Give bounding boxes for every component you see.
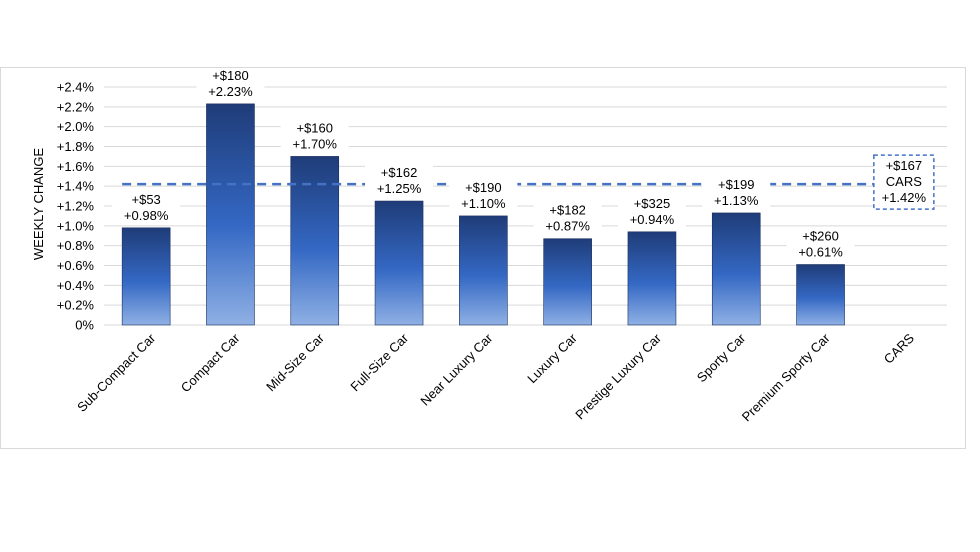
bar — [543, 238, 592, 326]
bar — [459, 215, 508, 326]
data-label-amount: +$162 — [381, 165, 418, 180]
data-label-amount: +$325 — [634, 196, 671, 211]
data-label-amount: +$199 — [718, 177, 755, 192]
data-label-background — [196, 68, 265, 100]
data-label-amount: +$180 — [212, 68, 249, 83]
y-axis-title: WEEKLY CHANGE — [31, 148, 46, 261]
x-category-label: Compact Car — [178, 330, 243, 395]
data-label-background — [449, 177, 518, 212]
bar — [627, 231, 677, 326]
x-category-label: Near Luxury Car — [417, 330, 496, 409]
data-labels: +$53+0.98%+$180+2.23%+$160+1.70%+$162+1.… — [112, 68, 935, 261]
y-tick-label: +2.0% — [57, 119, 95, 134]
data-label-amount: +$53 — [132, 192, 161, 207]
bar — [711, 212, 761, 326]
bar — [290, 156, 340, 326]
x-category-label: Premium Sporty Car — [739, 330, 833, 424]
y-tick-label: +1.0% — [57, 218, 95, 233]
bar — [796, 264, 845, 326]
x-category-label: Mid-Size Car — [263, 330, 327, 394]
y-tick-label: +0.6% — [57, 258, 95, 273]
x-category-label: Sporty Car — [694, 330, 749, 385]
data-label-percent: +1.70% — [293, 136, 338, 151]
data-label-percent: +0.87% — [545, 219, 590, 234]
y-tick-label: +1.6% — [57, 159, 95, 174]
y-tick-label: +2.4% — [57, 80, 95, 95]
x-axis-categories: Sub-Compact Car Compact Car Mid-Size Car Fu… — [74, 330, 917, 424]
data-label-amount: +$260 — [802, 229, 839, 244]
y-tick-label: +0.2% — [57, 298, 95, 313]
x-category-label: Prestige Luxury Car — [572, 330, 664, 422]
data-label-background — [112, 189, 181, 224]
data-label-percent: +0.98% — [124, 208, 169, 223]
reference-label-text: CARS — [886, 174, 922, 189]
y-tick-label: 0% — [75, 318, 94, 333]
y-tick-label: +1.4% — [57, 179, 95, 194]
data-label-amount: +$160 — [296, 120, 333, 135]
bar — [206, 103, 255, 326]
data-label-percent: +1.10% — [461, 196, 506, 211]
y-tick-label: +0.4% — [57, 278, 95, 293]
data-label-amount: +$182 — [549, 203, 586, 218]
data-label-background — [365, 163, 434, 198]
bar — [121, 227, 171, 326]
data-label-background — [617, 193, 686, 228]
data-label-percent: +1.25% — [377, 181, 422, 196]
x-category-label: Luxury Car — [524, 330, 580, 386]
data-label-background — [280, 118, 349, 153]
reference-label-text: +$167 — [886, 158, 923, 173]
y-tick-label: +0.8% — [57, 238, 95, 253]
y-tick-label: +2.2% — [57, 99, 95, 114]
bars — [121, 103, 845, 326]
bar-chart: 0% +0.2% +0.4% +0.6% +0.8% +1.0% +1.2% +1.4% +1.… — [31, 68, 947, 424]
data-label-background — [786, 226, 855, 261]
bar — [374, 200, 424, 326]
data-label-background — [702, 174, 771, 209]
y-tick-label: +1.8% — [57, 139, 95, 154]
data-label-amount: +$190 — [465, 180, 502, 195]
x-category-label: CARS — [881, 330, 917, 366]
data-label-background — [533, 200, 602, 235]
x-category-label: Full-Size Car — [347, 330, 411, 394]
chart-frame: 0% +0.2% +0.4% +0.6% +0.8% +1.0% +1.2% +1.4% +1.… — [0, 67, 966, 449]
y-tick-label: +1.2% — [57, 199, 95, 214]
data-label-percent: +2.23% — [208, 84, 253, 99]
x-category-label: Sub-Compact Car — [74, 330, 159, 415]
data-label-percent: +1.13% — [714, 193, 759, 208]
reference-label-text: +1.42% — [882, 190, 927, 205]
reference-label-box — [873, 154, 935, 210]
y-axis-ticks: 0% +0.2% +0.4% +0.6% +0.8% +1.0% +1.2% +1.4% +1.… — [57, 80, 95, 333]
data-label-percent: +0.94% — [630, 212, 675, 227]
data-label-percent: +0.61% — [798, 245, 843, 260]
